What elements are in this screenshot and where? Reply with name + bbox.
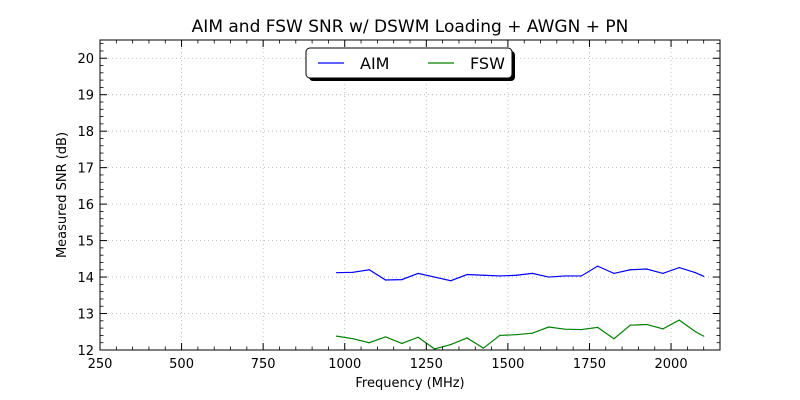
data-point-aim [433, 276, 436, 278]
data-point-fsw [703, 335, 705, 337]
data-point-fsw [645, 323, 648, 326]
data-point-aim [645, 268, 648, 270]
plot-frame [99, 39, 721, 351]
data-point-fsw [499, 334, 501, 337]
data-point-aim [662, 272, 664, 275]
y-tick-label: 16 [77, 198, 94, 213]
x-tick-label: 2000 [655, 357, 688, 372]
data-point-aim [629, 269, 631, 271]
y-tick-label: 15 [77, 235, 94, 250]
y-tick-label: 19 [77, 89, 94, 104]
data-point-fsw [629, 324, 631, 326]
x-tick-label: 500 [169, 357, 194, 372]
y-tick-label: 17 [77, 162, 94, 177]
data-point-aim [548, 276, 550, 278]
data-point-aim [703, 275, 705, 277]
data-point-fsw [564, 328, 566, 330]
data-point-aim [384, 279, 387, 281]
x-tick-label: 250 [88, 357, 113, 372]
series-aim [335, 265, 705, 282]
data-point-fsw [450, 343, 452, 346]
y-tick-label: 18 [77, 125, 94, 140]
data-point-fsw [580, 328, 582, 331]
data-point-fsw [368, 342, 370, 344]
y-tick-label: 12 [77, 344, 94, 359]
data-point-fsw [352, 338, 354, 340]
data-point-aim [417, 272, 419, 275]
grid [100, 40, 720, 350]
data-point-aim [531, 272, 533, 275]
data-point-aim [335, 272, 338, 274]
data-point-aim [580, 275, 582, 277]
series-layer [335, 265, 705, 350]
data-point-aim [401, 279, 403, 281]
data-point-fsw [433, 348, 436, 350]
data-point-fsw [466, 337, 468, 339]
chart-title: AIM and FSW SNR w/ DSWM Loading + AWGN +… [192, 17, 629, 37]
data-point-aim [694, 272, 697, 274]
data-point-fsw [417, 336, 419, 338]
data-point-aim [499, 275, 501, 277]
legend-box [305, 47, 513, 79]
data-point-fsw [694, 331, 697, 333]
data-point-aim [352, 271, 354, 273]
x-tick-label: 1000 [328, 357, 361, 372]
data-point-aim [564, 275, 566, 277]
data-point-aim [466, 273, 468, 276]
y-axis-label: Measured SNR (dB) [55, 132, 70, 258]
x-axis-label: Frequency (MHz) [355, 376, 464, 391]
data-point-aim [597, 265, 599, 267]
data-point-aim [368, 269, 370, 271]
legend: AIM FSW [305, 47, 515, 81]
series-fsw [335, 319, 705, 350]
series-line-fsw [336, 319, 704, 350]
data-point-fsw [597, 326, 599, 328]
y-tick-label: 13 [77, 308, 94, 323]
data-point-fsw [335, 335, 338, 337]
data-point-fsw [401, 342, 403, 345]
legend-label-aim: AIM [360, 54, 389, 73]
data-point-aim [450, 280, 452, 282]
axis-ticks: 250 500 750 1000 1250 1500 1750 2000 12 13 14 15 16 1… [77, 40, 721, 372]
data-point-fsw [384, 336, 387, 338]
data-point-aim [482, 274, 485, 276]
x-tick-label: 1500 [491, 357, 524, 372]
x-tick-label: 1250 [410, 357, 443, 372]
data-point-fsw [613, 338, 615, 340]
series-line-aim [336, 265, 704, 282]
data-point-fsw [515, 334, 517, 336]
x-tick-label: 750 [251, 357, 276, 372]
data-point-fsw [662, 328, 664, 330]
data-point-aim [515, 274, 517, 276]
data-point-fsw [482, 347, 485, 349]
y-tick-label: 20 [77, 52, 94, 67]
data-point-aim [678, 266, 680, 269]
legend-label-fsw: FSW [470, 54, 505, 73]
data-point-fsw [548, 326, 550, 328]
x-tick-label: 1750 [573, 357, 606, 372]
data-point-fsw [531, 332, 533, 334]
data-point-aim [613, 272, 615, 275]
y-tick-label: 14 [77, 271, 94, 286]
data-point-fsw [678, 319, 680, 321]
